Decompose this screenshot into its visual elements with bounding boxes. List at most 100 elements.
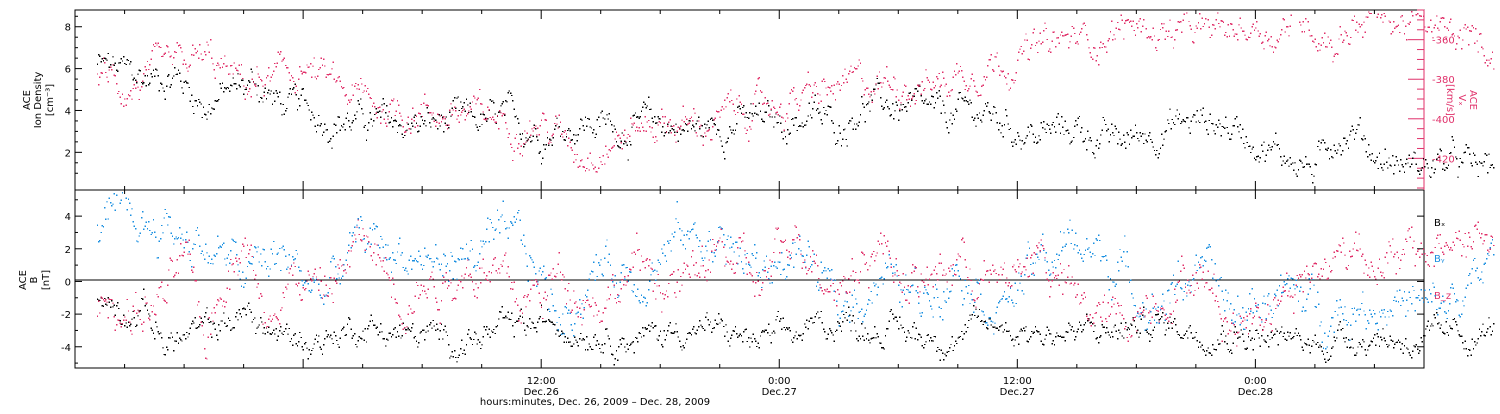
bx-point [1376, 333, 1377, 334]
bx-point [1422, 341, 1423, 342]
vx-point [1113, 34, 1114, 35]
bx-point [957, 337, 958, 338]
by-point [603, 275, 604, 276]
by-point [236, 254, 237, 255]
vx-point [815, 82, 816, 83]
by-point [777, 268, 778, 269]
vx-point [124, 98, 125, 99]
bx-point [711, 332, 712, 333]
density-point [1230, 139, 1231, 140]
vx-point [973, 80, 974, 81]
density-point [424, 120, 425, 121]
vx-point [1110, 31, 1111, 32]
by-point [1228, 292, 1229, 293]
density-point [168, 74, 169, 75]
bx-point [757, 342, 758, 343]
vx-point [581, 159, 582, 160]
vx-point [928, 79, 929, 80]
density-point [1260, 157, 1261, 158]
by-point [863, 316, 864, 317]
density-point [523, 146, 524, 147]
bx-point [1301, 347, 1302, 348]
vx-point [1338, 38, 1339, 39]
bx-point [1419, 350, 1420, 351]
vx-point [721, 110, 722, 111]
vx-point [200, 53, 201, 54]
by-point [164, 217, 165, 218]
density-point [1038, 135, 1039, 136]
density-point [339, 117, 340, 118]
density-point [1470, 162, 1471, 163]
by-point [412, 260, 413, 261]
density-point [278, 96, 279, 97]
bx-point [193, 322, 194, 323]
bx-point [579, 338, 580, 339]
vx-point [603, 155, 604, 156]
bx-point [1432, 325, 1433, 326]
by-point [563, 333, 564, 334]
vx-point [769, 114, 770, 115]
density-point [199, 101, 200, 102]
density-point [1447, 168, 1448, 169]
by-point [540, 268, 541, 269]
bx-point [155, 322, 156, 323]
bx-point [1392, 341, 1393, 342]
vx-point [699, 126, 700, 127]
by-point [497, 210, 498, 211]
vx-point [712, 126, 713, 127]
vx-point [811, 97, 812, 98]
vx-point [419, 113, 420, 114]
bottom-ytick-label: -2 [61, 310, 71, 321]
by-point [558, 329, 559, 330]
vx-point [1116, 27, 1117, 28]
vx-point [768, 114, 769, 115]
density-point [491, 101, 492, 102]
vx-point [1138, 21, 1139, 22]
by-point [698, 246, 699, 247]
vx-point [907, 95, 908, 96]
bx-point [1437, 323, 1438, 324]
x-axis-title: hours:minutes, Dec. 26, 2009 – Dec. 28, … [480, 397, 710, 408]
vx-point [1200, 28, 1201, 29]
bx-point [396, 337, 397, 338]
vx-point [1057, 37, 1058, 38]
by-point [310, 292, 311, 293]
density-point [728, 138, 729, 139]
density-point [247, 85, 248, 86]
top-ytick-label: 4 [65, 106, 71, 117]
bx-point [809, 320, 810, 321]
density-point [1241, 137, 1242, 138]
density-point [590, 126, 591, 127]
vx-point [281, 61, 282, 62]
by-point [840, 318, 841, 319]
by-point [446, 266, 447, 267]
density-point [555, 125, 556, 126]
by-point [415, 258, 416, 259]
bx-point [1348, 339, 1349, 340]
by-point [666, 261, 667, 262]
density-point [660, 118, 661, 119]
bx-point [623, 338, 624, 339]
bz-point [177, 259, 178, 260]
by-point [397, 251, 398, 252]
bz-point [241, 250, 242, 251]
vx-point [1397, 26, 1398, 27]
vx-point [963, 81, 964, 82]
vx-point [117, 93, 118, 94]
vx-point [1196, 25, 1197, 26]
density-point [189, 87, 190, 88]
vx-point [1316, 46, 1317, 47]
bx-point [410, 330, 411, 331]
vx-point [171, 55, 172, 56]
bx-point [221, 320, 222, 321]
bx-point [247, 305, 248, 306]
by-point [591, 271, 592, 272]
bx-point [784, 327, 785, 328]
vx-point [1317, 50, 1318, 51]
bx-point [1031, 331, 1032, 332]
by-point [455, 261, 456, 262]
density-point [1223, 126, 1224, 127]
density-point [1268, 145, 1269, 146]
bz-point [230, 259, 231, 260]
density-point [1455, 156, 1456, 157]
